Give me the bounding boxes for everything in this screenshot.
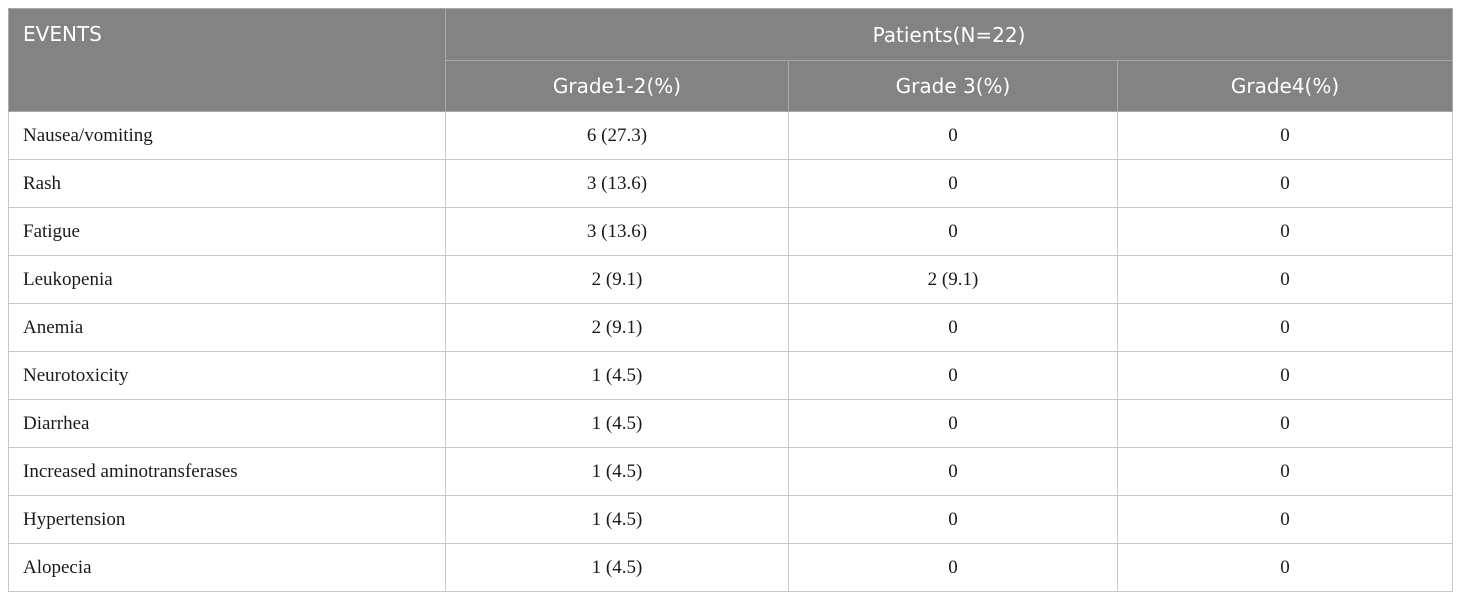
grade4-cell: 0 xyxy=(1117,303,1453,352)
table-row: Diarrhea 1 (4.5) 0 0 xyxy=(8,399,1453,448)
event-name-cell: Rash xyxy=(8,159,446,208)
header-row-top: EVENTS Patients(N=22) xyxy=(8,8,1453,112)
grade3-column-header: Grade 3(%) xyxy=(788,60,1118,112)
event-name-cell: Neurotoxicity xyxy=(8,351,446,400)
grade1-2-cell: 1 (4.5) xyxy=(445,399,789,448)
header-row-sub: Grade1-2(%) Grade 3(%) Grade4(%) xyxy=(9,60,1453,112)
grade1-2-cell: 3 (13.6) xyxy=(445,159,789,208)
grade4-cell: 0 xyxy=(1117,207,1453,256)
grade3-cell: 0 xyxy=(788,543,1118,592)
grade4-cell: 0 xyxy=(1117,255,1453,304)
event-name-cell: Hypertension xyxy=(8,495,446,544)
grade1-2-cell: 1 (4.5) xyxy=(445,495,789,544)
table-row: Nausea/vomiting 6 (27.3) 0 0 xyxy=(8,111,1453,160)
table-row: Leukopenia 2 (9.1) 2 (9.1) 0 xyxy=(8,255,1453,304)
grade4-cell: 0 xyxy=(1117,351,1453,400)
grade1-2-cell: 1 (4.5) xyxy=(445,447,789,496)
event-name-cell: Alopecia xyxy=(8,543,446,592)
table-row: Hypertension 1 (4.5) 0 0 xyxy=(8,495,1453,544)
table-row: Alopecia 1 (4.5) 0 0 xyxy=(8,543,1453,592)
grade3-cell: 2 (9.1) xyxy=(788,255,1118,304)
table-row: Increased aminotransferases 1 (4.5) 0 0 xyxy=(8,447,1453,496)
grade4-cell: 0 xyxy=(1117,495,1453,544)
grade1-2-cell: 2 (9.1) xyxy=(445,303,789,352)
table-header: EVENTS Patients(N=22) Grade1-2(%) Grade … xyxy=(8,8,1453,112)
grade3-cell: 0 xyxy=(788,159,1118,208)
table-row: Anemia 2 (9.1) 0 0 xyxy=(8,303,1453,352)
events-column-header: EVENTS xyxy=(8,8,446,112)
table-row: Fatigue 3 (13.6) 0 0 xyxy=(8,207,1453,256)
grade1-2-cell: 2 (9.1) xyxy=(445,255,789,304)
grade1-2-cell: 6 (27.3) xyxy=(445,111,789,160)
grade3-cell: 0 xyxy=(788,351,1118,400)
grade4-cell: 0 xyxy=(1117,159,1453,208)
grade1-2-column-header: Grade1-2(%) xyxy=(445,60,789,112)
event-name-cell: Nausea/vomiting xyxy=(8,111,446,160)
grade3-cell: 0 xyxy=(788,111,1118,160)
table-body: Nausea/vomiting 6 (27.3) 0 0 Rash 3 (13.… xyxy=(8,111,1453,592)
grade3-cell: 0 xyxy=(788,207,1118,256)
table-row: Neurotoxicity 1 (4.5) 0 0 xyxy=(8,351,1453,400)
grade4-cell: 0 xyxy=(1117,111,1453,160)
event-name-cell: Fatigue xyxy=(8,207,446,256)
event-name-cell: Leukopenia xyxy=(8,255,446,304)
grade3-cell: 0 xyxy=(788,495,1118,544)
grade4-cell: 0 xyxy=(1117,447,1453,496)
grade4-cell: 0 xyxy=(1117,543,1453,592)
patients-group-header: Patients(N=22) xyxy=(445,8,1453,61)
event-name-cell: Diarrhea xyxy=(8,399,446,448)
grade3-cell: 0 xyxy=(788,303,1118,352)
event-name-cell: Increased aminotransferases xyxy=(8,447,446,496)
grade4-column-header: Grade4(%) xyxy=(1117,60,1453,112)
grade4-cell: 0 xyxy=(1117,399,1453,448)
grade1-2-cell: 3 (13.6) xyxy=(445,207,789,256)
grade1-2-cell: 1 (4.5) xyxy=(445,351,789,400)
grade3-cell: 0 xyxy=(788,447,1118,496)
grade3-cell: 0 xyxy=(788,399,1118,448)
event-name-cell: Anemia xyxy=(8,303,446,352)
adverse-events-table: EVENTS Patients(N=22) Grade1-2(%) Grade … xyxy=(8,8,1453,592)
grade1-2-cell: 1 (4.5) xyxy=(445,543,789,592)
table-row: Rash 3 (13.6) 0 0 xyxy=(8,159,1453,208)
